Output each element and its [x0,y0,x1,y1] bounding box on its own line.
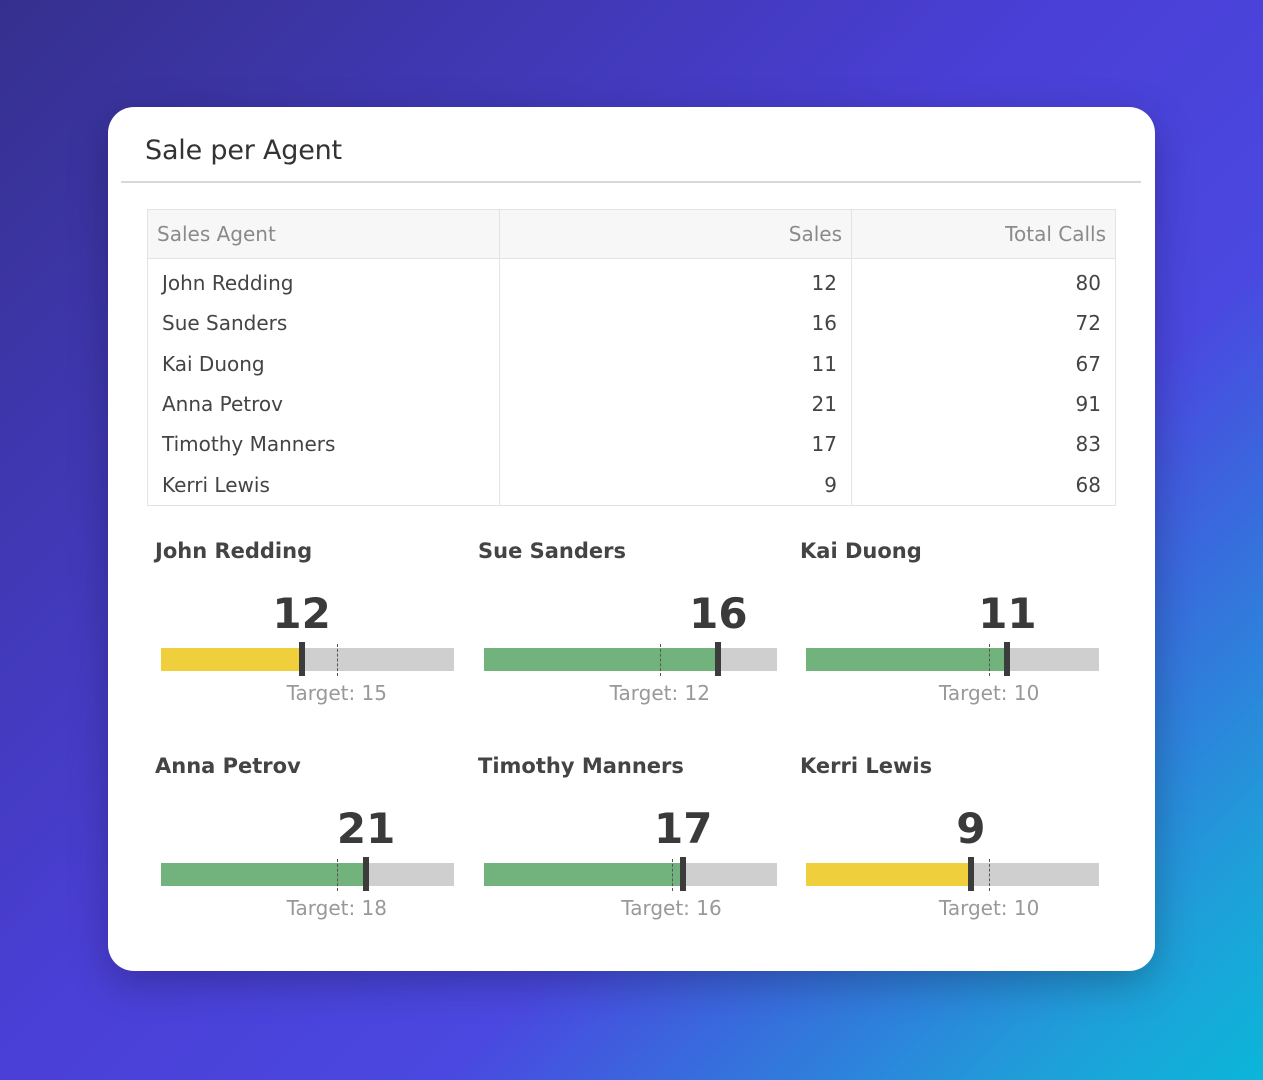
gauge-target-label: Target: 15 [286,681,388,705]
title-divider [121,181,1141,183]
gauge-agent-name: Timothy Manners [478,754,684,778]
table-row[interactable]: Kerri Lewis 9 68 [147,464,1116,506]
gauge-value-marker [715,642,722,676]
gauge-value: 17 [654,804,713,853]
gauge-track [161,642,454,676]
sales-cell: 21 [499,383,852,425]
column-header-agent[interactable]: Sales Agent [147,209,500,259]
calls-cell: 91 [1075,392,1101,417]
gauge-target-label: Target: 12 [609,681,711,705]
sales-cell: 16 [499,303,852,344]
gauge-track [484,642,777,676]
gauge-target-line [671,859,673,891]
gauge-target-label: Target: 10 [938,681,1040,705]
gauge-fill [484,863,684,886]
gauge-agent-name: Anna Petrov [155,754,301,778]
sales-cell: 12 [499,258,852,304]
table-row[interactable]: Sue Sanders 16 72 [147,303,1116,344]
gauge-agent-name: Kerri Lewis [800,754,933,778]
calls-cell: 67 [1075,351,1101,376]
gauge-fill [161,863,367,886]
gauge-track [161,857,454,891]
agent-cell: Timothy Manners [147,424,500,465]
gauge-fill [806,863,971,886]
gauge-target-line [336,644,338,676]
gauge-fill [161,648,302,671]
agent-cell: Sue Sanders [147,303,500,344]
table-header-row: Sales Agent Sales Total Calls [147,209,1116,259]
column-header-sales[interactable]: Sales [499,209,852,259]
card-title: Sale per Agent [145,135,342,166]
gauge-john-redding: John Redding 12 Target: 15 [155,539,455,729]
gauge-target-line [989,859,991,891]
gauge-timothy-manners: Timothy Manners 17 Target: 16 [478,754,778,944]
table-row[interactable]: Kai Duong 11 67 [147,343,1116,384]
table-row[interactable]: John Redding 12 80 [147,258,1116,304]
calls-cell: 83 [1075,432,1101,457]
gauge-value-marker [1004,642,1011,676]
gauge-agent-name: John Redding [155,539,313,563]
calls-cell: 80 [1075,271,1101,296]
gauge-track [806,857,1099,891]
gauge-value: 21 [336,804,396,853]
sales-cell: 11 [499,343,852,384]
calls-cell: 68 [1075,472,1101,497]
table-row[interactable]: Timothy Manners 17 83 [147,424,1116,465]
gauge-value: 16 [689,589,748,638]
gauge-target-label: Target: 10 [938,896,1040,920]
gauge-value: 11 [978,589,1037,638]
gauge-value-marker [967,857,974,891]
gauge-target-line [659,644,661,676]
calls-cell: 72 [1075,311,1101,336]
gauge-anna-petrov: Anna Petrov 21 Target: 18 [155,754,455,944]
gauge-track [484,857,777,891]
agent-cell: Kerri Lewis [147,464,500,506]
sales-table: Sales Agent Sales Total Calls John Reddi… [147,209,1116,506]
gauge-track [806,642,1099,676]
sales-cell: 9 [499,464,852,506]
table-row[interactable]: Anna Petrov 21 91 [147,383,1116,425]
gauge-target-line [336,859,338,891]
sales-cell: 17 [499,424,852,465]
gauge-value-marker [680,857,687,891]
gauge-target-line [989,644,991,676]
gauge-agent-name: Sue Sanders [478,539,627,563]
agent-cell: John Redding [147,258,500,304]
agent-cell: Anna Petrov [147,383,500,425]
column-header-calls[interactable]: Total Calls [851,209,1116,259]
sales-card: Sale per Agent Sales Agent Sales Total C… [108,107,1155,971]
gauge-kerri-lewis: Kerri Lewis 9 Target: 10 [800,754,1100,944]
gauge-target-label: Target: 18 [286,896,388,920]
gauge-sue-sanders: Sue Sanders 16 Target: 12 [478,539,778,729]
gauge-value-marker [298,642,305,676]
gauge-value: 12 [272,589,331,638]
gauge-value: 9 [956,804,986,853]
gauge-fill [484,648,719,671]
agent-cell: Kai Duong [147,343,500,384]
gauge-target-label: Target: 16 [621,896,722,920]
gauge-value-marker [363,857,370,891]
gauge-agent-name: Kai Duong [800,539,922,563]
gauge-kai-duong: Kai Duong 11 Target: 10 [800,539,1100,729]
gauge-fill [806,648,1008,671]
